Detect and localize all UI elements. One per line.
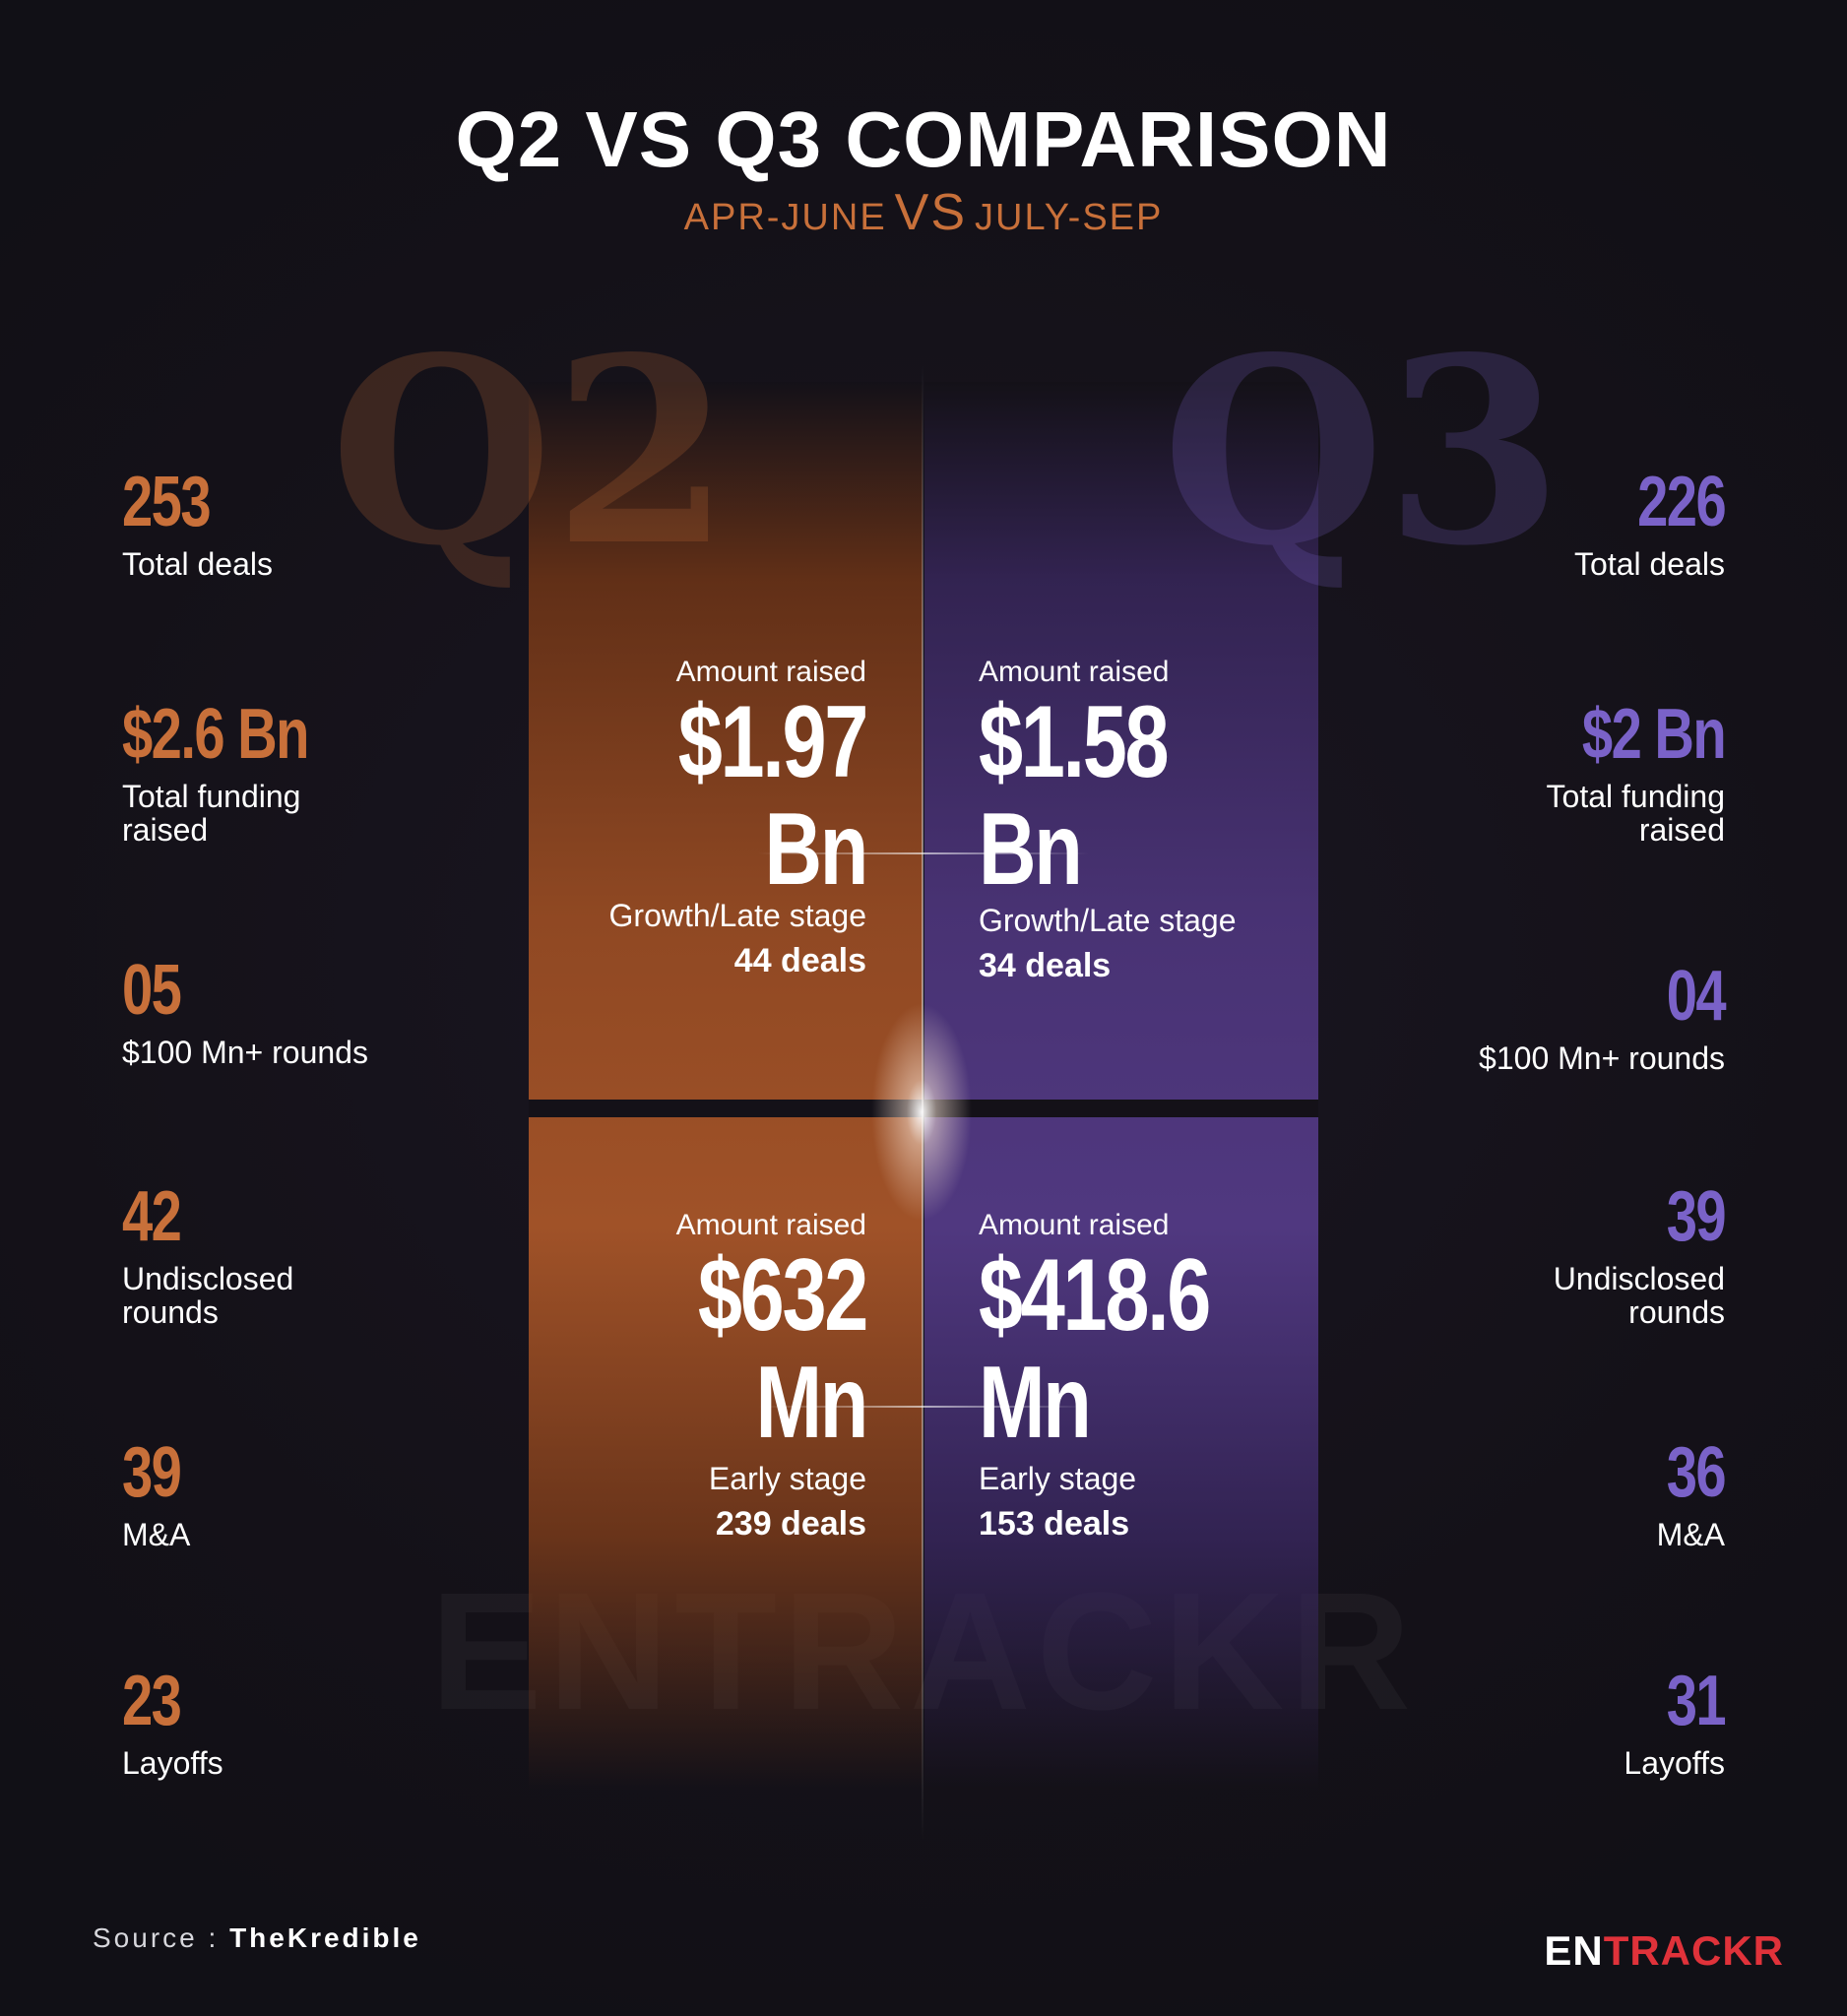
- amount-raised-value: $1.97 Bn: [677, 685, 869, 908]
- amount-raised-value: $1.58 Bn: [979, 685, 1170, 908]
- brand-logo: ENTRACKR: [1544, 1927, 1784, 1975]
- amount-raised-label: Amount raised: [979, 656, 1170, 688]
- stat-value: 39: [1666, 1177, 1727, 1256]
- q3-early-amount-block: Amount raised $418.6 Mn: [979, 1209, 1333, 1457]
- stat-label: $100 Mn+ rounds: [122, 1035, 368, 1070]
- stage-deals: 239 deals: [715, 1505, 866, 1543]
- subtitle-q2-period: APR-JUNE: [683, 197, 887, 238]
- stat-value: 253: [122, 463, 212, 541]
- page-subtitle: APR-JUNE VS JULY-SEP: [0, 183, 1847, 242]
- brand-logo-rest: TRACKR: [1603, 1927, 1784, 1974]
- q2-total-funding: $2.6 Bn Total funding raised: [122, 699, 536, 847]
- amount-raised-value: $632 Mn: [697, 1238, 868, 1461]
- stage-label: Growth/Late stage: [608, 898, 866, 933]
- stat-label: Undisclosed rounds: [122, 1261, 294, 1330]
- stage-deals: 153 deals: [979, 1505, 1130, 1543]
- growth-divider: [758, 852, 1089, 854]
- q3-undisclosed-rounds: 39 Undisclosed rounds: [1311, 1177, 1727, 1330]
- stat-label: Total funding raised: [1546, 779, 1725, 848]
- stage-deals: 34 deals: [979, 947, 1112, 984]
- q3-background-mark: Q3: [1162, 302, 1563, 602]
- stat-label: Undisclosed rounds: [1553, 1261, 1725, 1330]
- stat-label: M&A: [1656, 1517, 1725, 1552]
- stat-value: $2 Bn: [1581, 695, 1727, 774]
- stat-label: $100 Mn+ rounds: [1479, 1040, 1725, 1076]
- q2-growth-amount-block: Amount raised $1.97 Bn: [498, 656, 869, 908]
- stat-value: 23: [122, 1662, 182, 1740]
- early-divider: [758, 1406, 1089, 1408]
- amount-raised-value: $418.6 Mn: [979, 1238, 1211, 1461]
- stat-label: Layoffs: [122, 1745, 223, 1781]
- stat-value: 36: [1666, 1433, 1727, 1512]
- stat-label: Total funding raised: [122, 779, 301, 848]
- q2-panel: [529, 382, 923, 1790]
- stage-label: Early stage: [979, 1461, 1137, 1496]
- q2-m-and-a: 39 M&A: [122, 1437, 536, 1551]
- q3-total-deals: 226 Total deals: [1311, 463, 1727, 582]
- stat-label: Total deals: [122, 546, 273, 582]
- q2-early-amount-block: Amount raised $632 Mn: [498, 1209, 869, 1461]
- subtitle-vs: VS: [894, 184, 968, 241]
- stat-value: 42: [122, 1177, 182, 1256]
- page-title: Q2 VS Q3 COMPARISON: [455, 95, 1392, 183]
- stat-value: 04: [1666, 957, 1727, 1036]
- q3-growth-amount-block: Amount raised $1.58 Bn: [979, 656, 1333, 904]
- q3-panel: [924, 382, 1318, 1790]
- subtitle-q3-period: JULY-SEP: [975, 197, 1164, 238]
- stat-value: 39: [122, 1433, 182, 1512]
- source-prefix: Source :: [93, 1922, 230, 1953]
- stat-label: M&A: [122, 1517, 191, 1552]
- brand-logo-en: EN: [1544, 1927, 1604, 1974]
- q2-undisclosed-rounds: 42 Undisclosed rounds: [122, 1181, 536, 1329]
- q2-layoffs: 23 Layoffs: [122, 1666, 536, 1780]
- q3-early-stage-block: Early stage 153 deals: [979, 1461, 1333, 1544]
- q3-total-funding: $2 Bn Total funding raised: [1311, 695, 1727, 848]
- center-glow: [862, 984, 981, 1240]
- q2-growth-stage-block: Growth/Late stage 44 deals: [498, 898, 866, 980]
- source-credit: Source : TheKredible: [93, 1922, 421, 1954]
- stat-value: 31: [1666, 1662, 1727, 1740]
- stage-label: Growth/Late stage: [979, 903, 1237, 938]
- amount-raised-label: Amount raised: [979, 1209, 1170, 1241]
- q2-early-stage-block: Early stage 239 deals: [498, 1461, 866, 1544]
- q3-growth-stage-block: Growth/Late stage 34 deals: [979, 903, 1333, 985]
- q3-layoffs: 31 Layoffs: [1311, 1662, 1727, 1781]
- q3-100mn-rounds: 04 $100 Mn+ rounds: [1311, 957, 1727, 1076]
- source-name: TheKredible: [229, 1922, 421, 1953]
- amount-raised-label: Amount raised: [675, 1209, 866, 1241]
- stage-label: Early stage: [708, 1461, 866, 1496]
- stat-value: 226: [1636, 463, 1727, 541]
- q3-m-and-a: 36 M&A: [1311, 1433, 1727, 1552]
- q2-100mn-rounds: 05 $100 Mn+ rounds: [122, 955, 536, 1069]
- stat-label: Total deals: [1574, 546, 1725, 582]
- q2-total-deals: 253 Total deals: [122, 467, 536, 581]
- stat-label: Layoffs: [1624, 1745, 1725, 1781]
- stat-value: $2.6 Bn: [122, 695, 309, 774]
- amount-raised-label: Amount raised: [675, 656, 866, 688]
- q2-background-mark: Q2: [330, 302, 732, 602]
- stat-value: 05: [122, 951, 182, 1030]
- stage-deals: 44 deals: [733, 942, 866, 979]
